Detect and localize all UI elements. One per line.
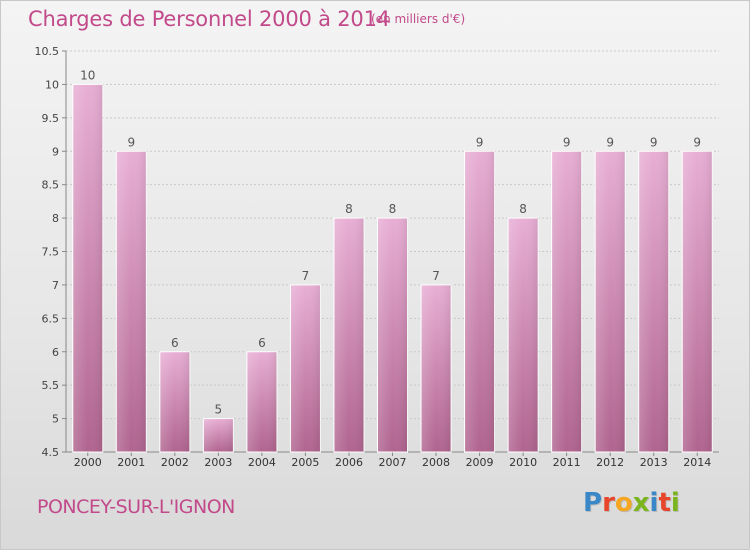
logo-letter: o bbox=[614, 488, 633, 518]
y-tick-label: 6 bbox=[52, 346, 59, 359]
x-tick-label: 2002 bbox=[161, 456, 189, 469]
x-tick-label: 2010 bbox=[509, 456, 537, 469]
bar-2014 bbox=[681, 150, 713, 453]
data-label: 9 bbox=[476, 135, 484, 149]
x-tick-label: 2000 bbox=[74, 456, 102, 469]
logo-letter: t bbox=[658, 488, 671, 518]
y-tick-label: 9.5 bbox=[42, 112, 60, 125]
bar-2008 bbox=[420, 284, 452, 453]
data-label: 6 bbox=[171, 336, 179, 350]
y-tick-label: 6.5 bbox=[42, 312, 60, 325]
bar-2004 bbox=[246, 351, 278, 453]
data-label: 10 bbox=[80, 68, 95, 82]
x-tick-label: 2008 bbox=[422, 456, 450, 469]
bar-2010 bbox=[507, 217, 539, 453]
bars bbox=[72, 83, 713, 453]
data-label: 7 bbox=[432, 269, 440, 283]
x-tick-label: 2006 bbox=[335, 456, 363, 469]
bar-2002 bbox=[159, 351, 191, 453]
data-label: 9 bbox=[693, 135, 701, 149]
y-tick-label: 8.5 bbox=[42, 179, 60, 192]
bar-2000 bbox=[72, 83, 104, 453]
data-label: 8 bbox=[519, 202, 527, 216]
x-tick-label: 2013 bbox=[640, 456, 668, 469]
x-tick-label: 2009 bbox=[466, 456, 494, 469]
bar-2003 bbox=[202, 418, 234, 453]
data-label: 8 bbox=[389, 202, 397, 216]
x-tick-label: 2005 bbox=[291, 456, 319, 469]
data-label: 9 bbox=[127, 135, 135, 149]
bar-2007 bbox=[377, 217, 408, 453]
labels: 4.5 5 5.5 6 6.5 7 7.5 8 8.5 9 9.5 10 10.5 10 2000 9 2001… bbox=[35, 45, 712, 469]
y-tick-label: 5.5 bbox=[42, 379, 60, 392]
bar-2013 bbox=[638, 150, 670, 453]
y-tick-label: 10.5 bbox=[35, 45, 60, 58]
y-tick-label: 7.5 bbox=[42, 246, 60, 259]
chart-title: Charges de Personnel 2000 à 2014 bbox=[28, 7, 390, 31]
y-tick-label: 7 bbox=[52, 279, 59, 292]
data-label: 7 bbox=[302, 269, 310, 283]
data-label: 9 bbox=[563, 135, 571, 149]
bar-2001 bbox=[115, 150, 147, 453]
bar-2005 bbox=[289, 284, 321, 453]
y-tick-label: 8 bbox=[52, 212, 59, 225]
x-tick-label: 2004 bbox=[248, 456, 276, 469]
data-label: 5 bbox=[215, 403, 223, 417]
logo-letter: i bbox=[649, 488, 659, 518]
logo-letter: i bbox=[670, 488, 680, 518]
chart-subtitle: (en milliers d'€) bbox=[371, 12, 466, 26]
data-label: 6 bbox=[258, 336, 266, 350]
commune-name: PONCEY-SUR-L'IGNON bbox=[37, 496, 235, 518]
y-tick-label: 5 bbox=[52, 413, 59, 426]
data-label: 9 bbox=[606, 135, 614, 149]
logo-letter: r bbox=[602, 488, 615, 518]
bar-2012 bbox=[594, 150, 626, 453]
x-tick-label: 2012 bbox=[596, 456, 624, 469]
data-label: 9 bbox=[650, 135, 658, 149]
logo-letter: P bbox=[583, 488, 603, 518]
bar-2009 bbox=[464, 150, 496, 453]
x-tick-label: 2011 bbox=[553, 456, 581, 469]
x-tick-label: 2007 bbox=[379, 456, 407, 469]
bar-2006 bbox=[333, 217, 365, 453]
bar-2011 bbox=[551, 150, 583, 453]
proxiti-logo: Proxiti bbox=[583, 488, 680, 518]
data-label: 8 bbox=[345, 202, 353, 216]
y-tick-label: 9 bbox=[52, 145, 59, 158]
logo-letter: x bbox=[632, 488, 650, 518]
y-tick-label: 4.5 bbox=[42, 446, 60, 459]
y-tick-label: 10 bbox=[45, 78, 59, 91]
x-tick-label: 2001 bbox=[117, 456, 145, 469]
x-tick-label: 2014 bbox=[683, 456, 711, 469]
x-tick-label: 2003 bbox=[204, 456, 232, 469]
